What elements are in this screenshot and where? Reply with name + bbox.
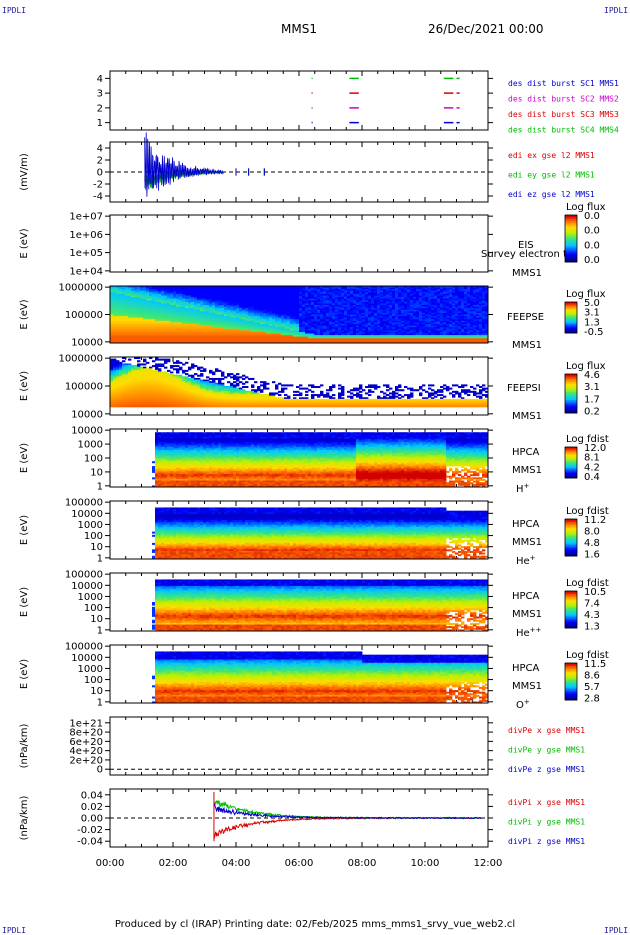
y-tick-label: 4 — [97, 144, 103, 155]
y-tick-label: 1 — [97, 118, 103, 129]
y-tick-label: 100000 — [65, 310, 103, 321]
y-tick-label: 0 — [97, 168, 103, 179]
y-tick-label: 1e+05 — [69, 248, 103, 259]
legend-entry: des dist burst SC2 MMS2 — [508, 95, 619, 104]
colorbar-tick-label: 0.0 — [584, 255, 600, 266]
y-axis-label: E (eV) — [19, 228, 30, 258]
y-tick-label: 10000 — [71, 409, 103, 420]
panel-frame — [110, 71, 488, 130]
legend-entry: edi ez gse l2 MMS1 — [508, 190, 595, 199]
y-tick-label: 3 — [97, 89, 103, 100]
heat-cell — [110, 405, 113, 407]
y-tick-label: 4 — [97, 74, 103, 85]
y-tick-label: -4 — [93, 192, 103, 203]
y-axis-label: E (eV) — [19, 299, 30, 329]
panel-burst: 1 2 3 4 des dist burst SC1 MMS1 des dist burs… — [97, 71, 619, 135]
colorbar-tick-label: 0.0 — [584, 211, 600, 222]
y-axis-label: (mV/m) — [19, 153, 30, 191]
y-axis-label: E (eV) — [19, 371, 30, 401]
legend-entry: des dist burst SC4 MMS4 — [508, 126, 619, 135]
legend-entry: edi ex gse l2 MMS1 — [508, 151, 595, 160]
y-tick-label: 1000000 — [58, 283, 103, 294]
legend-entry: des dist burst SC1 MMS1 — [508, 79, 619, 88]
panel-label: MMS1 — [512, 340, 542, 351]
panel-label: MMS1 — [512, 268, 542, 279]
colorbar-tick-label: -0.5 — [584, 327, 604, 338]
y-tick-label: -2 — [93, 180, 103, 191]
y-tick-label: 100000 — [65, 382, 103, 393]
legend-entry: des dist burst SC3 MMS3 — [508, 110, 619, 119]
y-tick-label: 2 — [97, 156, 103, 167]
panel-label: EIS — [518, 240, 534, 251]
y-tick-label: 10000 — [71, 337, 103, 348]
colorbar-tick-label: 0.0 — [584, 240, 600, 251]
y-tick-label: 2 — [97, 103, 103, 114]
panel-frame — [110, 215, 488, 272]
panel-label: FEEPSE — [507, 312, 544, 323]
y-tick-label: 1e+04 — [69, 266, 103, 277]
y-tick-label: 1e+06 — [69, 230, 103, 241]
y-tick-label: 1e+07 — [69, 212, 103, 223]
colorbar-tick-label: 0.0 — [584, 226, 600, 237]
legend-entry: edi ey gse l2 MMS1 — [508, 171, 595, 180]
panel-feepsi: 100001000001000000E (eV)FEEPSIMMS1Log fl… — [19, 354, 606, 422]
y-tick-label: 1000000 — [58, 354, 103, 365]
